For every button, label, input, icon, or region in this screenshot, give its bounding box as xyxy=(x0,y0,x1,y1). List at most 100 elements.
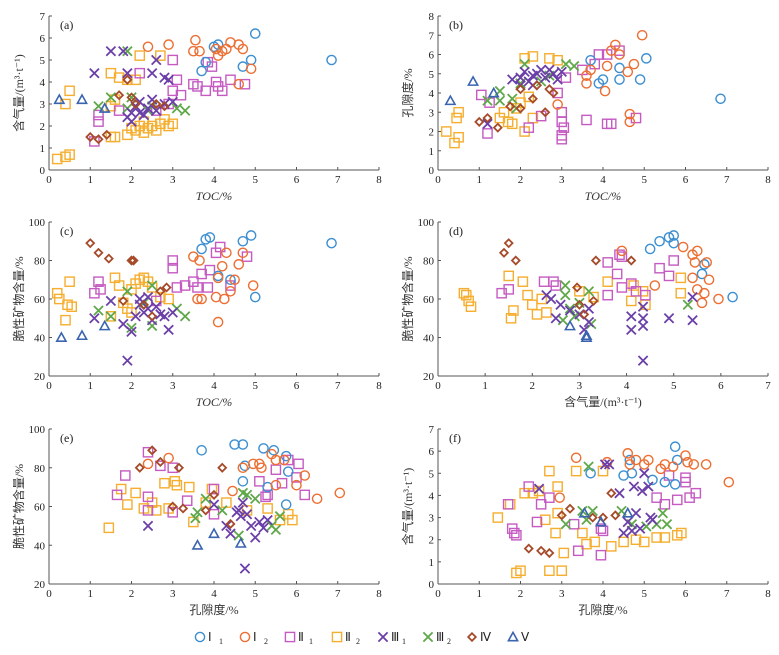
y-axis-title: 脆性矿物含量/% xyxy=(11,464,26,549)
data-point-II1 xyxy=(111,489,123,501)
data-point-II2 xyxy=(570,465,582,477)
data-point-III1 xyxy=(639,468,650,479)
legend-label: Ⅱ xyxy=(298,630,304,644)
x-tick-label: 7 xyxy=(724,174,730,186)
data-point-I2 xyxy=(270,479,282,491)
series-IV xyxy=(85,74,170,145)
data-point-III1 xyxy=(262,514,273,526)
data-point-IV xyxy=(515,103,526,114)
data-point-II1 xyxy=(214,241,226,253)
data-point-I2 xyxy=(270,454,282,466)
data-point-III1 xyxy=(142,303,154,314)
data-point-II2 xyxy=(60,314,71,326)
data-point-II1 xyxy=(113,105,125,116)
data-point-I2 xyxy=(624,108,636,120)
x-tick-label: 7 xyxy=(335,588,341,600)
data-point-II1 xyxy=(602,257,614,268)
y-tick-label: 20 xyxy=(34,579,46,591)
data-point-I2 xyxy=(212,272,224,284)
y-tick-label: 80 xyxy=(423,256,435,268)
y-tick-label: 20 xyxy=(34,371,46,383)
data-point-III1 xyxy=(626,311,637,322)
data-point-II1 xyxy=(593,49,605,60)
data-point-I2 xyxy=(688,459,700,470)
data-point-I1 xyxy=(237,476,249,487)
data-point-II2 xyxy=(134,50,146,61)
data-point-I1 xyxy=(597,74,609,85)
data-point-III1 xyxy=(118,45,129,57)
data-point-I2 xyxy=(699,287,710,299)
y-tick-label: 5 xyxy=(40,55,46,67)
y-tick-label: 0 xyxy=(40,165,46,177)
data-point-IV xyxy=(571,282,583,293)
data-point-II1 xyxy=(482,128,493,139)
data-point-II1 xyxy=(502,498,514,510)
data-point-I2 xyxy=(599,85,611,97)
x-axis-title: TOC/% xyxy=(585,189,621,203)
data-point-III1 xyxy=(105,295,117,307)
x-tick-label: 1 xyxy=(482,380,488,392)
data-point-II2 xyxy=(506,118,518,130)
data-point-III1 xyxy=(151,105,162,116)
data-point-IV xyxy=(527,93,538,104)
data-point-II1 xyxy=(509,527,520,539)
data-point-III1 xyxy=(637,320,649,332)
data-point-II2 xyxy=(64,276,75,287)
data-point-III2 xyxy=(250,493,261,504)
data-point-II1 xyxy=(550,280,562,291)
panel-label: (a) xyxy=(60,18,73,32)
data-point-II1 xyxy=(535,498,547,510)
data-point-I1 xyxy=(669,479,681,490)
data-point-III1 xyxy=(250,532,261,543)
y-tick-label: 100 xyxy=(29,217,46,229)
data-point-II2 xyxy=(544,465,555,477)
data-point-II1 xyxy=(611,268,623,280)
data-point-III1 xyxy=(482,118,493,130)
data-point-II2 xyxy=(531,309,543,320)
legend-subscript: 1 xyxy=(309,637,313,646)
data-point-I1 xyxy=(644,243,656,255)
data-point-II1 xyxy=(293,458,304,470)
data-point-II2 xyxy=(558,547,570,559)
data-point-III1 xyxy=(556,66,567,78)
data-point-III2 xyxy=(560,280,571,291)
data-point-II1 xyxy=(93,116,104,127)
data-point-II1 xyxy=(192,282,203,293)
data-point-II1 xyxy=(225,74,236,86)
data-point-II1 xyxy=(134,67,146,79)
legend-item-IV: Ⅳ xyxy=(466,630,491,644)
panel-f: 0 1 2 3 4 5 6 7 8 0 1 2 3 4 5 6 7 (f) 孔隙度/% 含气量/(m³·t⁻¹) xyxy=(400,424,771,617)
data-point-III1 xyxy=(507,74,518,85)
series-I2 xyxy=(142,448,346,505)
data-point-I2 xyxy=(701,257,713,268)
data-point-III1 xyxy=(237,497,249,508)
data-point-II1 xyxy=(202,282,214,293)
x-tick-label: 0 xyxy=(46,380,52,392)
x-tick-label: 6 xyxy=(683,174,689,186)
data-point-II1 xyxy=(538,276,550,287)
data-point-V xyxy=(580,331,593,342)
data-point-IV xyxy=(122,74,133,85)
data-point-III1 xyxy=(637,355,649,366)
data-point-III2 xyxy=(126,322,137,334)
data-point-III1 xyxy=(634,523,646,534)
data-point-I2 xyxy=(667,461,679,472)
data-point-III2 xyxy=(682,299,694,311)
data-point-III1 xyxy=(626,525,638,537)
data-point-IV xyxy=(130,98,141,110)
data-point-II2 xyxy=(526,299,538,311)
data-point-IV xyxy=(606,488,617,499)
data-point-II2 xyxy=(522,289,533,301)
y-tick-label: 60 xyxy=(34,294,46,306)
data-point-II2 xyxy=(675,272,687,284)
y-axis-title: 含气量/(m³·t⁻¹) xyxy=(11,54,26,132)
data-point-III1 xyxy=(122,355,133,366)
data-point-I2 xyxy=(622,66,634,78)
x-axis-title: 孔隙度/% xyxy=(578,602,627,617)
data-point-IV xyxy=(147,445,158,456)
data-point-II1 xyxy=(167,507,179,518)
data-point-IV xyxy=(536,545,547,556)
data-point-V xyxy=(208,527,220,539)
